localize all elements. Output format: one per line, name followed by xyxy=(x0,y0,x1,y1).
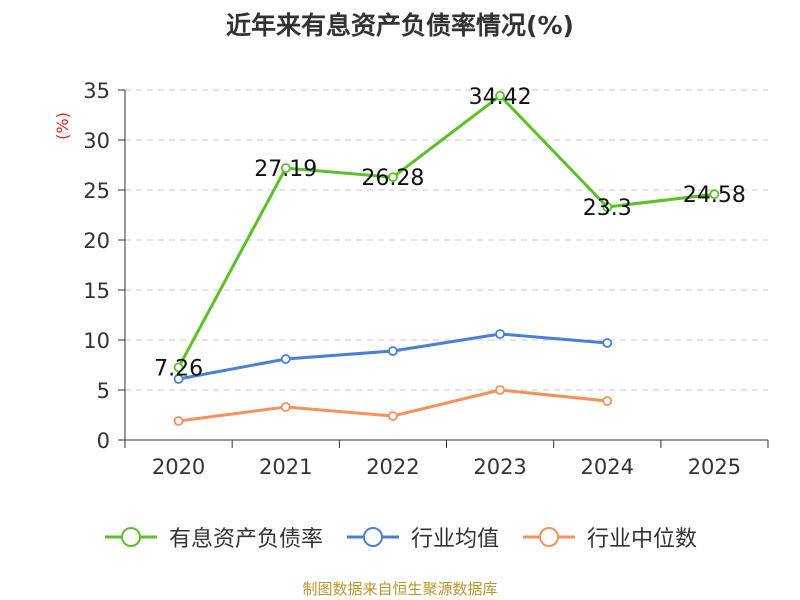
data-labels: 7.26 27.19 26.28 34.42 23.3 24.58 xyxy=(154,85,746,382)
y-tick-label: 5 xyxy=(97,379,110,403)
data-point xyxy=(388,411,398,421)
data-point xyxy=(602,338,613,348)
y-tick-label: 15 xyxy=(83,279,110,303)
grid-lines xyxy=(125,89,768,391)
x-tick-label: 2020 xyxy=(152,455,205,479)
legend-marker-icon xyxy=(523,527,575,547)
data-label: 34.42 xyxy=(469,85,532,110)
legend-label: 行业均值 xyxy=(410,527,499,552)
data-label: 26.28 xyxy=(361,166,424,191)
x-tick-label: 2025 xyxy=(688,455,741,479)
data-point xyxy=(388,346,398,356)
source-footer: 制图数据来自恒生聚源数据库 xyxy=(302,580,498,598)
x-tick-label: 2021 xyxy=(259,455,312,479)
data-label: 7.26 xyxy=(154,356,203,381)
legend-label: 有息资产负债率 xyxy=(168,527,323,552)
legend-item[interactable]: 行业均值 xyxy=(345,521,499,553)
y-tick-label: 30 xyxy=(83,129,110,153)
series-lines xyxy=(173,90,720,426)
data-point xyxy=(280,163,291,174)
series-line xyxy=(177,94,715,369)
data-point xyxy=(602,202,613,212)
x-tick-label: 2023 xyxy=(473,455,526,479)
legend-item[interactable]: 有息资产负债率 xyxy=(103,521,323,553)
data-point xyxy=(173,416,184,426)
y-axis-label: (%) xyxy=(53,112,72,140)
y-tick-label: 25 xyxy=(83,179,110,203)
legend-item[interactable]: 行业中位数 xyxy=(521,521,697,553)
data-point xyxy=(173,374,184,384)
series-line xyxy=(178,332,608,381)
data-label: 23.3 xyxy=(583,196,632,221)
y-tick-label: 10 xyxy=(83,329,110,353)
y-tick-label: 35 xyxy=(83,79,110,103)
data-point xyxy=(495,90,505,101)
data-label: 24.58 xyxy=(683,183,746,208)
data-point xyxy=(280,402,291,412)
y-tick-label: 20 xyxy=(83,229,110,253)
data-point xyxy=(280,354,291,364)
data-point xyxy=(495,385,505,395)
data-point xyxy=(709,189,720,200)
legend-marker-icon xyxy=(346,527,399,547)
legend-label: 行业中位数 xyxy=(587,527,698,552)
data-label: 27.19 xyxy=(254,157,317,182)
data-point xyxy=(602,396,613,406)
data-point xyxy=(495,329,505,339)
legend-marker-icon xyxy=(104,527,157,547)
data-point xyxy=(388,172,398,183)
chart-title: 近年来有息资产负债率情况(%) xyxy=(226,11,574,40)
y-tick-label: 0 xyxy=(97,429,110,453)
x-tick-label: 2024 xyxy=(581,455,634,479)
data-point xyxy=(173,362,184,373)
x-tick-label: 2022 xyxy=(366,455,419,479)
legend: 有息资产负债率 行业均值 行业中位数 xyxy=(0,517,800,557)
